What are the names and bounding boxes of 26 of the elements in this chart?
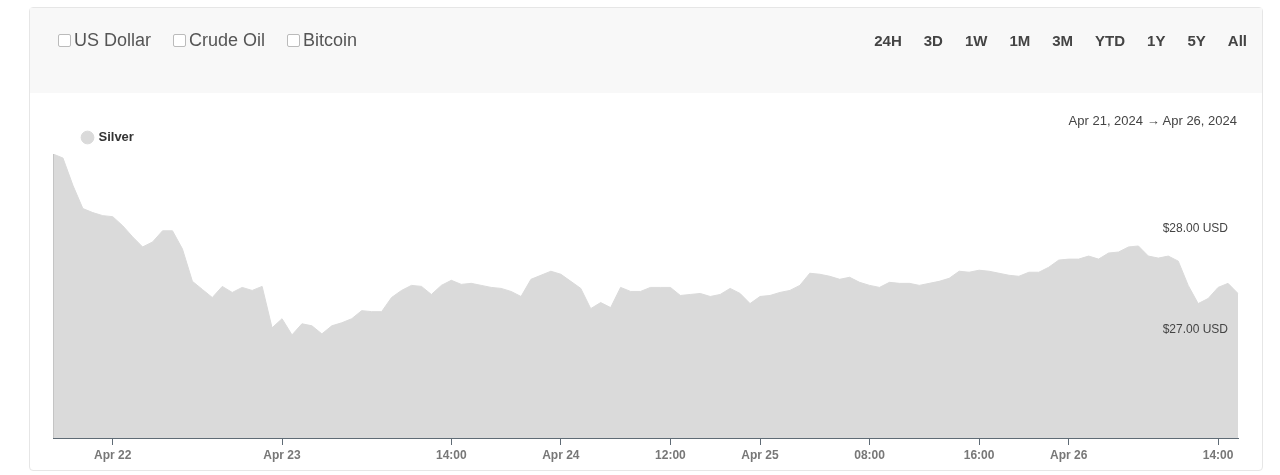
x-tick-label: Apr 26: [1050, 447, 1088, 462]
text: All: [1226, 32, 1248, 49]
text: Bitcoin: [303, 30, 358, 51]
text: 5Y: [1186, 32, 1207, 49]
text: 3D: [922, 32, 944, 49]
x-tick-label: 14:00: [435, 447, 467, 462]
text: 1Y: [1146, 32, 1167, 49]
x-tick-label: Apr 24: [542, 447, 580, 462]
x-tick-label: 16:00: [963, 447, 995, 462]
text: 1W: [963, 32, 989, 49]
x-tick-label: 12:00: [655, 447, 687, 462]
text: 1M: [1008, 32, 1032, 49]
text: US Dollar: [74, 30, 152, 51]
y-tick-label: $28.00 USD: [1162, 221, 1229, 236]
x-tick-label: 14:00: [1202, 447, 1234, 462]
legend-label: Silver: [98, 129, 134, 145]
text: 3M: [1051, 32, 1075, 49]
chart-subtitle: Apr 21, 2024 → Apr 26, 2024: [1068, 113, 1237, 128]
text: Crude Oil: [189, 30, 266, 51]
text: 24H: [873, 32, 903, 49]
x-tick-label: Apr 23: [263, 447, 302, 462]
x-tick-label: Apr 22: [94, 447, 132, 462]
x-tick-label: Apr 25: [741, 447, 780, 462]
y-tick-label: $27.00 USD: [1162, 322, 1229, 337]
x-tick-label: 08:00: [854, 447, 886, 462]
text: YTD: [1094, 32, 1127, 49]
